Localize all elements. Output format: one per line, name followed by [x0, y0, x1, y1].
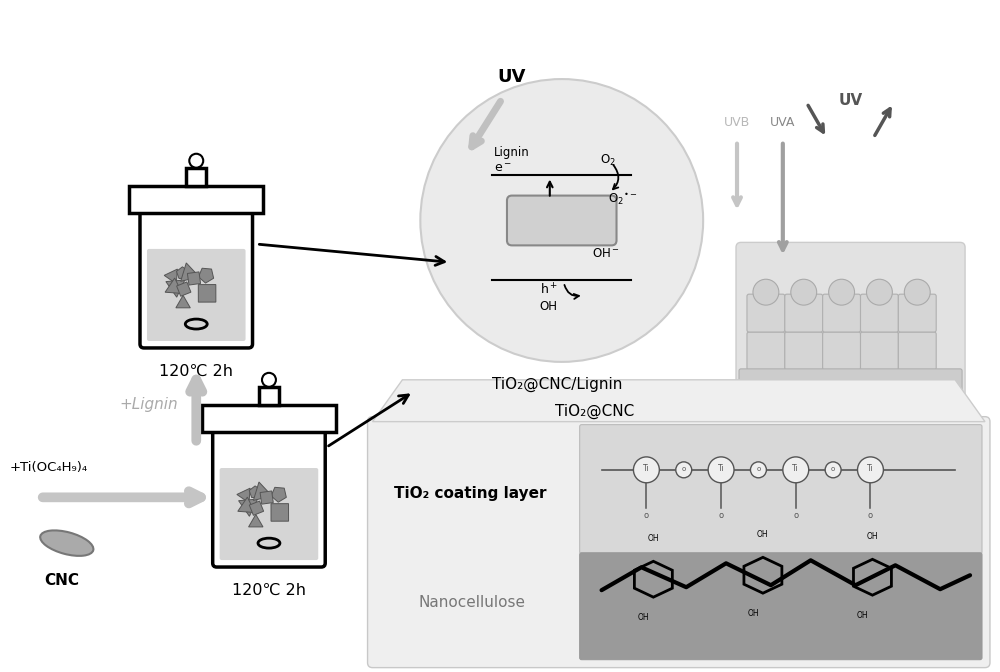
Circle shape	[676, 462, 692, 478]
Text: UV: UV	[498, 68, 526, 86]
Circle shape	[866, 280, 892, 305]
Text: o: o	[868, 511, 873, 520]
FancyBboxPatch shape	[404, 389, 546, 435]
FancyBboxPatch shape	[861, 332, 898, 370]
Text: Ti: Ti	[643, 464, 650, 473]
FancyBboxPatch shape	[507, 196, 617, 245]
Polygon shape	[198, 268, 214, 283]
Polygon shape	[260, 491, 273, 504]
Text: o: o	[831, 466, 835, 472]
Text: TiO₂ coating layer: TiO₂ coating layer	[394, 487, 546, 501]
Text: 120℃ 2h: 120℃ 2h	[159, 364, 233, 379]
Bar	[259, 387, 279, 405]
Text: TiO₂@CNC/Lignin: TiO₂@CNC/Lignin	[492, 377, 622, 392]
Polygon shape	[271, 503, 289, 521]
FancyBboxPatch shape	[823, 294, 861, 332]
Polygon shape	[249, 515, 263, 527]
Polygon shape	[164, 269, 177, 284]
Text: UVA: UVA	[770, 116, 796, 130]
FancyBboxPatch shape	[147, 249, 246, 341]
FancyBboxPatch shape	[580, 553, 982, 660]
Circle shape	[858, 457, 883, 482]
Circle shape	[633, 457, 659, 482]
Polygon shape	[239, 499, 257, 516]
Text: Ti: Ti	[867, 464, 874, 473]
FancyBboxPatch shape	[220, 468, 318, 560]
Text: Ti: Ti	[792, 464, 799, 473]
Text: UV: UV	[838, 93, 863, 108]
Polygon shape	[271, 487, 286, 502]
Circle shape	[262, 373, 276, 387]
Text: h$^+$: h$^+$	[540, 282, 558, 298]
Text: Lignin: Lignin	[494, 146, 530, 159]
Text: OH$^-$: OH$^-$	[592, 247, 619, 260]
Text: o: o	[793, 511, 798, 520]
Circle shape	[904, 280, 930, 305]
FancyBboxPatch shape	[368, 417, 990, 667]
Text: OH: OH	[540, 300, 558, 312]
Polygon shape	[238, 497, 255, 513]
Text: TiO₂@CNC: TiO₂@CNC	[555, 404, 634, 419]
Text: CNC: CNC	[44, 573, 79, 588]
Text: O$_2$: O$_2$	[600, 153, 615, 168]
Circle shape	[825, 462, 841, 478]
FancyBboxPatch shape	[580, 425, 982, 554]
FancyBboxPatch shape	[785, 332, 823, 370]
Polygon shape	[198, 284, 216, 302]
FancyBboxPatch shape	[898, 294, 936, 332]
Text: o: o	[644, 511, 649, 520]
Circle shape	[708, 457, 734, 482]
Ellipse shape	[40, 530, 93, 556]
FancyBboxPatch shape	[747, 294, 785, 332]
Text: o: o	[756, 466, 761, 472]
FancyBboxPatch shape	[823, 332, 861, 370]
Text: 120℃ 2h: 120℃ 2h	[232, 583, 306, 598]
Polygon shape	[187, 272, 201, 285]
Text: OH: OH	[857, 611, 868, 620]
FancyBboxPatch shape	[747, 332, 785, 370]
Text: O$_2$$^{•-}$: O$_2$$^{•-}$	[608, 191, 637, 206]
Polygon shape	[176, 267, 189, 278]
Text: +Ti(OC₄H₉)₄: +Ti(OC₄H₉)₄	[10, 461, 88, 474]
Polygon shape	[165, 278, 182, 294]
Circle shape	[750, 462, 766, 478]
Text: e$^-$: e$^-$	[494, 162, 512, 175]
Circle shape	[753, 280, 779, 305]
Text: OH: OH	[867, 532, 878, 542]
FancyBboxPatch shape	[785, 294, 823, 332]
Polygon shape	[253, 482, 272, 501]
Polygon shape	[237, 488, 250, 503]
Polygon shape	[177, 282, 191, 296]
Polygon shape	[373, 380, 985, 421]
Text: OH: OH	[638, 613, 649, 622]
Text: UVB: UVB	[724, 116, 750, 130]
Polygon shape	[181, 263, 199, 282]
FancyBboxPatch shape	[736, 243, 965, 446]
Text: OH: OH	[648, 534, 659, 544]
Text: Nanocellulose: Nanocellulose	[419, 595, 526, 610]
FancyBboxPatch shape	[739, 369, 962, 448]
Circle shape	[791, 280, 817, 305]
Bar	[186, 168, 206, 185]
Text: Ti: Ti	[718, 464, 724, 473]
Text: +Lignin: +Lignin	[120, 397, 178, 412]
Bar	[202, 405, 336, 431]
Circle shape	[829, 280, 855, 305]
Polygon shape	[166, 280, 185, 297]
Text: o: o	[719, 511, 724, 520]
Text: o: o	[682, 466, 686, 472]
Text: OH: OH	[757, 530, 769, 540]
Circle shape	[420, 79, 703, 362]
Text: OH: OH	[747, 609, 759, 618]
Polygon shape	[176, 296, 190, 308]
Polygon shape	[249, 486, 261, 497]
Circle shape	[783, 457, 809, 482]
Polygon shape	[249, 501, 264, 515]
FancyBboxPatch shape	[861, 294, 898, 332]
Circle shape	[189, 154, 203, 168]
Bar	[129, 185, 263, 212]
FancyBboxPatch shape	[898, 332, 936, 370]
